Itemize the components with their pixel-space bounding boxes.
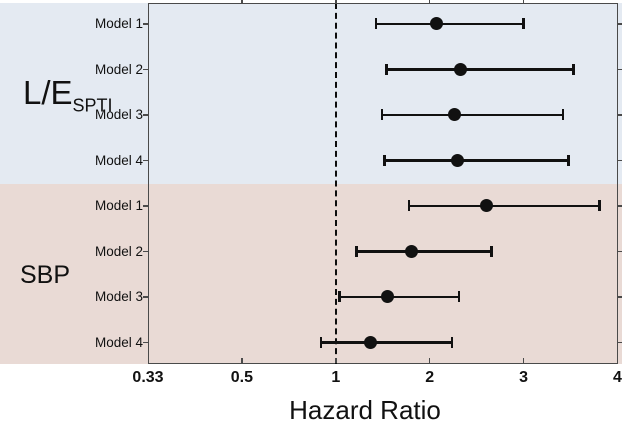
y-axis-tick-left [142,68,148,71]
ci-cap-high [598,200,601,212]
lespti-group-band [0,3,622,184]
x-axis-tick-label: 2 [425,369,435,386]
x-axis-tick-bottom [335,357,337,363]
hr-point-marker [380,290,394,304]
row-label-lespti-model-4: Model 4 [94,152,143,168]
group-label-lespti-subscript: SPTI [72,95,113,116]
y-axis-tick-left [142,296,148,298]
ci-line [376,22,524,26]
y-axis-tick-right [617,159,622,162]
x-axis-tick-label: 3 [519,369,529,386]
y-axis-tick-right [617,23,622,25]
y-axis-tick-right [617,114,622,116]
ci-line [386,68,574,71]
row-label-lespti-model-1: Model 1 [94,16,143,32]
x-axis-tick-top [335,0,337,4]
x-axis-title: Hazard Ratio [289,395,441,425]
ci-cap-low [383,154,386,166]
row-label-lespti-model-3: Model 3 [94,107,143,123]
hr-point-marker [480,199,494,213]
ci-line [381,113,564,117]
y-axis-tick-right [617,250,622,253]
ci-cap-high [457,291,461,303]
y-axis-tick-left [142,205,148,207]
x-axis-tick-bottom [428,357,431,363]
x-axis-tick-label: 4 [613,369,622,386]
ci-cap-low [319,336,323,348]
hr-point-marker [429,17,443,31]
ci-cap-high [567,154,570,166]
x-axis-tick-label: 0.5 [230,369,254,386]
row-label-sbp-model-1: Model 1 [94,198,143,214]
y-axis-tick-left [142,341,148,344]
reference-line-hr1 [334,3,337,364]
row-label-sbp-model-3: Model 3 [94,289,143,305]
x-axis-tick-bottom [522,357,525,363]
ci-cap-high [450,336,454,348]
ci-cap-low [338,291,341,303]
ci-cap-high [522,18,525,30]
ci-cap-low [380,109,384,121]
y-axis-tick-left [142,23,148,25]
y-axis-tick-left [142,159,148,162]
ci-line [339,295,459,299]
x-axis-tick-bottom [241,357,243,363]
group-label-sbp: SBP [20,261,71,289]
ci-cap-low [374,18,378,30]
ci-line [384,159,569,162]
x-axis-tick-top [522,0,525,4]
hr-point-marker [451,153,465,167]
ci-cap-low [385,63,388,75]
plot-area [148,3,618,364]
row-label-lespti-model-2: Model 2 [94,61,143,77]
x-axis-tick-top [241,0,243,4]
ci-cap-low [355,245,358,257]
row-label-sbp-model-2: Model 2 [94,243,143,259]
y-axis-tick-left [142,250,148,253]
group-label-lespti: L/ESPTI [23,76,113,115]
y-axis-tick-right [617,68,622,71]
hr-point-marker [405,244,419,258]
y-axis-tick-right [617,205,622,207]
x-axis-tick-label: 0.33 [132,369,164,386]
ci-cap-low [407,200,411,212]
ci-line [320,341,453,344]
ci-line [409,204,600,208]
x-axis-tick-label: 1 [331,369,341,386]
y-axis-tick-right [617,296,622,298]
ci-cap-high [572,63,575,75]
ci-line [356,250,492,253]
hr-point-marker [447,108,461,122]
y-axis-tick-left [142,114,148,116]
ci-cap-high [490,245,493,257]
hr-point-marker [454,62,468,76]
group-label-lespti-text: L/E [23,74,73,111]
ci-cap-high [561,109,565,121]
hr-point-marker [364,335,378,349]
sbp-group-band [0,184,622,364]
x-axis-tick-top [428,0,431,4]
row-label-sbp-model-4: Model 4 [94,334,143,350]
y-axis-tick-right [617,341,622,344]
